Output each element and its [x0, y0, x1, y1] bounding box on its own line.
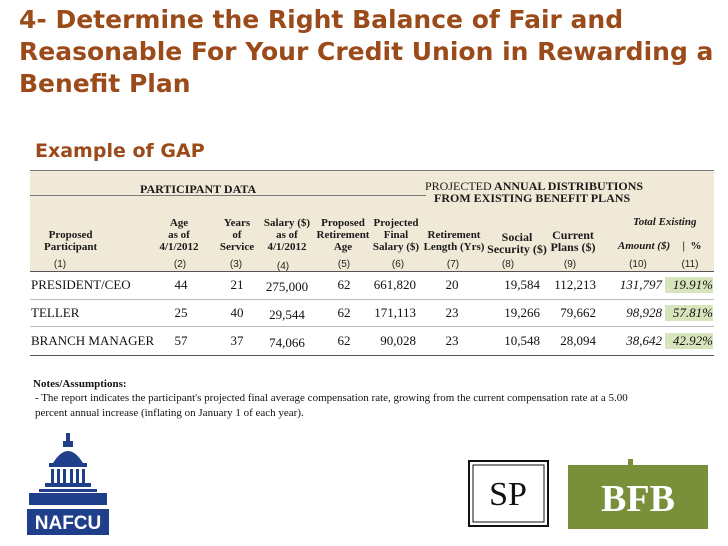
slide-title: 4- Determine the Right Balance of Fair a…	[19, 5, 714, 98]
col-number: (8)	[501, 259, 515, 270]
col-header-age: Age as of 4/1/2012	[159, 217, 199, 253]
cell-retirement-age: 62	[337, 333, 351, 348]
col-number: (9)	[563, 259, 577, 270]
col-header-percent: | %	[682, 240, 702, 252]
cell-current-plans: 28,094	[560, 333, 596, 348]
cell-amount: 131,797	[619, 277, 662, 292]
cell-final-salary: 661,820	[373, 277, 416, 292]
cell-social-security: 10,548	[504, 333, 540, 348]
cell-participant: PRESIDENT/CEO	[31, 277, 131, 292]
col-number: (3)	[229, 259, 243, 270]
cell-retirement-length: 20	[445, 277, 459, 292]
cell-salary: 74,066	[269, 335, 305, 350]
cell-current-plans: 112,213	[554, 277, 596, 292]
sp-logo-text: SP	[489, 476, 527, 513]
table-header	[30, 170, 714, 259]
sp-logo: SP	[468, 460, 549, 527]
cell-years: 21	[230, 277, 244, 292]
nafcu-logo-text: NAFCU	[35, 513, 102, 534]
cell-final-salary: 171,113	[374, 305, 416, 320]
col-header-amount: Amount ($)	[617, 240, 671, 252]
table-rule-row1	[30, 299, 714, 300]
notes-title: Notes/Assumptions:	[33, 378, 127, 390]
notes-line: percent annual increase (inflating on Ja…	[35, 407, 304, 419]
cell-retirement-age: 62	[337, 305, 351, 320]
col-number: (4)	[276, 261, 290, 272]
cell-amount: 98,928	[626, 305, 662, 320]
col-number: (5)	[337, 259, 351, 270]
col-header-years: Years of Service	[219, 217, 255, 253]
group-header-projected: PROJECTED ANNUAL DISTRIBUTIONS FROM EXIS…	[425, 179, 644, 205]
col-number: (6)	[391, 259, 405, 270]
total-existing-header: Total Existing	[633, 216, 697, 228]
capitol-dome-icon: NAFCU	[27, 433, 109, 535]
col-number: (7)	[446, 259, 460, 270]
cell-participant: TELLER	[31, 305, 80, 320]
notes-body: - The report indicates the participant's…	[35, 391, 705, 421]
table-rule-row2	[30, 326, 714, 327]
col-header-current-plans: Current Plans ($)	[550, 228, 596, 254]
cell-age: 57	[174, 333, 188, 348]
col-header-retirement-age: Proposed Retirement Age	[316, 217, 370, 253]
notes-line: - The report indicates the participant's…	[35, 392, 628, 404]
cell-percent: 19.91%	[665, 277, 713, 293]
col-header-retirement-length: Retirement Length (Yrs)	[423, 229, 485, 253]
cell-social-security: 19,584	[504, 277, 540, 292]
slide-subtitle: Example of GAP	[35, 140, 205, 162]
col-header-final-salary: Projected Final Salary ($)	[372, 217, 420, 253]
cell-percent: 42.92%	[665, 333, 713, 349]
cell-salary: 29,544	[269, 307, 305, 322]
col-number: (10)	[629, 259, 647, 270]
cell-salary: 275,000	[265, 279, 309, 294]
group-header-participant: PARTICIPANT DATA	[140, 182, 257, 196]
table-rule-bottom	[30, 355, 714, 356]
col-header-participant: Proposed Participant	[44, 229, 98, 253]
cell-current-plans: 79,662	[560, 305, 596, 320]
table-rule-top	[30, 271, 714, 272]
cell-retirement-length: 23	[445, 305, 459, 320]
nafcu-logo: NAFCU	[27, 433, 109, 536]
col-number: (1)	[53, 259, 67, 270]
cell-years: 37	[230, 333, 244, 348]
cell-age: 44	[174, 277, 188, 292]
col-number: (2)	[173, 259, 187, 270]
cell-percent: 57.81%	[665, 305, 713, 321]
cell-years: 40	[230, 305, 244, 320]
col-header-social-security: Social Security ($)	[487, 230, 547, 256]
col-number: (11)	[681, 259, 699, 270]
cell-age: 25	[174, 305, 188, 320]
bfb-logo-mark: BFB	[568, 459, 708, 529]
bfb-logo: BFB	[568, 459, 708, 529]
cell-social-security: 19,266	[504, 305, 540, 320]
cell-amount: 38,642	[626, 333, 662, 348]
cell-final-salary: 90,028	[380, 333, 416, 348]
column-number-row	[30, 259, 714, 271]
bfb-logo-text: BFB	[601, 478, 675, 520]
cell-retirement-length: 23	[445, 333, 459, 348]
sp-logo-mark: SP	[468, 460, 549, 527]
col-header-salary: Salary ($) as of 4/1/2012	[263, 217, 311, 253]
cell-participant: BRANCH MANAGER	[31, 333, 155, 348]
cell-retirement-age: 62	[337, 277, 351, 292]
